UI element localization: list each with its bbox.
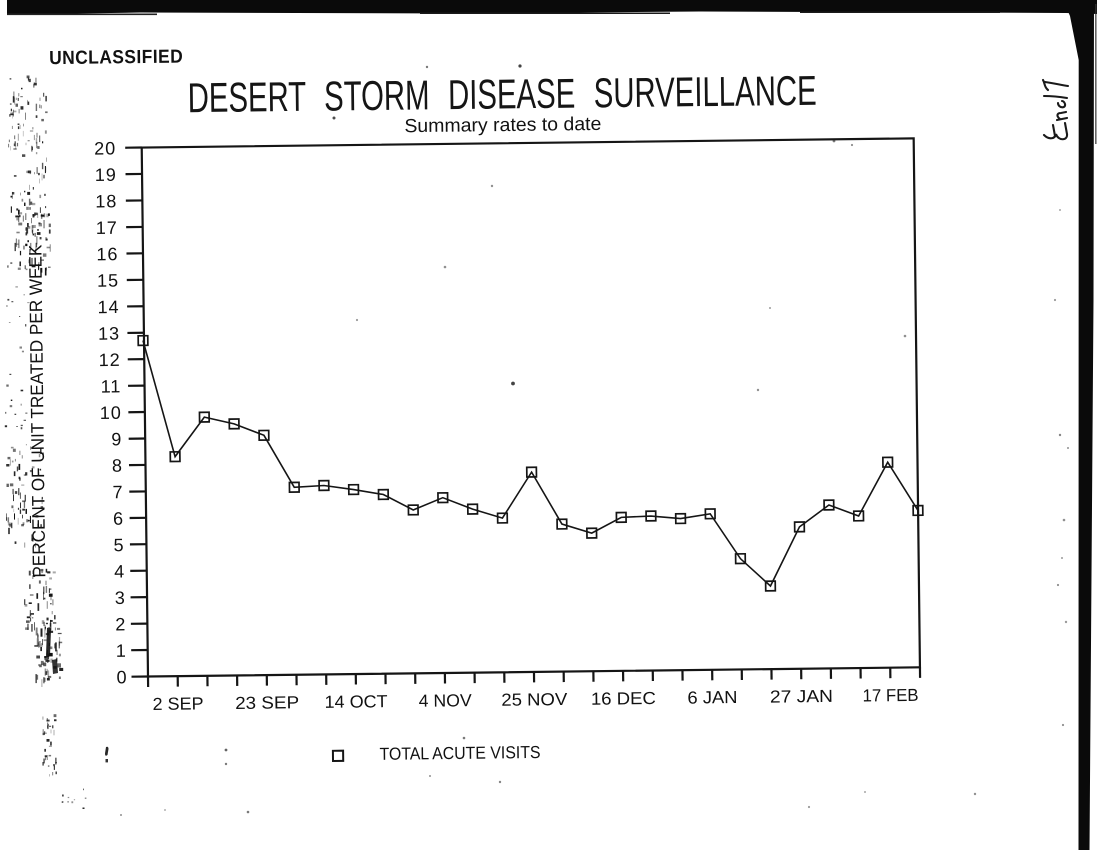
svg-text:Summary rates to date: Summary rates to date	[404, 114, 601, 137]
svg-text:13: 13	[98, 324, 120, 344]
svg-text:15: 15	[97, 271, 119, 291]
svg-text:PERCENT OF UNIT TREATED PER WE: PERCENT OF UNIT TREATED PER WEEK	[25, 244, 49, 577]
svg-text:2: 2	[115, 614, 126, 634]
svg-text:17: 17	[96, 218, 118, 238]
svg-text:18: 18	[95, 191, 117, 211]
svg-text:17 FEB: 17 FEB	[862, 685, 918, 706]
svg-text:2 SEP: 2 SEP	[152, 693, 203, 714]
svg-text:7: 7	[112, 482, 123, 502]
svg-text:1: 1	[116, 641, 127, 661]
svg-text:8: 8	[112, 456, 123, 476]
svg-text:10: 10	[100, 403, 122, 423]
svg-text:TOTAL ACUTE VISITS: TOTAL ACUTE VISITS	[379, 742, 540, 764]
svg-text:16 DEC: 16 DEC	[591, 688, 656, 709]
svg-text:UNCLASSIFIED: UNCLASSIFIED	[49, 47, 183, 70]
svg-text:4: 4	[114, 561, 125, 581]
svg-text:14: 14	[97, 297, 119, 317]
svg-text:20: 20	[94, 138, 116, 158]
svg-text:19: 19	[95, 165, 117, 185]
svg-text:5: 5	[114, 535, 125, 555]
svg-text:14 OCT: 14 OCT	[324, 691, 388, 712]
svg-text:DESERT STORM DISEASE SURVEILLA: DESERT STORM DISEASE SURVEILLANCE	[187, 69, 817, 123]
svg-text:25 NOV: 25 NOV	[501, 689, 568, 710]
svg-text:6: 6	[113, 509, 124, 529]
svg-text:23 SEP: 23 SEP	[235, 692, 299, 713]
svg-text:4 NOV: 4 NOV	[419, 690, 473, 711]
svg-text:3: 3	[115, 588, 126, 608]
svg-text:0: 0	[116, 667, 127, 687]
svg-text:12: 12	[99, 350, 121, 370]
svg-text:9: 9	[111, 429, 122, 449]
svg-text:6 JAN: 6 JAN	[687, 687, 737, 708]
svg-text:11: 11	[101, 376, 122, 396]
svg-text:16: 16	[96, 244, 118, 264]
svg-text:27 JAN: 27 JAN	[770, 686, 833, 707]
